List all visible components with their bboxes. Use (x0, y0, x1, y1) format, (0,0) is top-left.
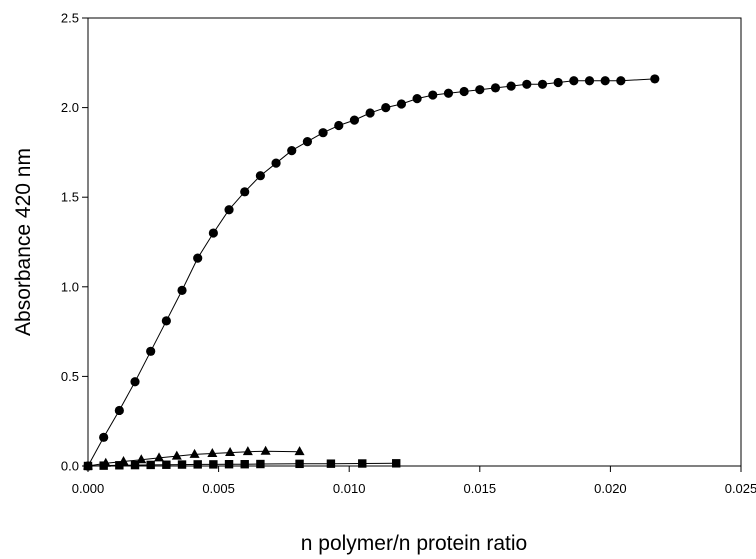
circle-point (208, 228, 218, 238)
triangle-point (171, 450, 182, 460)
circle-point (443, 88, 454, 98)
circle-point (365, 108, 375, 118)
square-point (130, 460, 140, 470)
circle-point (302, 137, 313, 147)
circle-point (428, 90, 438, 100)
triangle-point (207, 447, 218, 457)
circle-point (475, 85, 485, 95)
circle-point (318, 128, 328, 138)
x-axis-title: n polymer/n protein ratio (301, 532, 527, 555)
series-layer (83, 74, 660, 471)
x-tick-label: 0.025 (725, 481, 756, 496)
square-point (224, 460, 234, 469)
triangle-point (225, 447, 236, 457)
y-tick-label: 2.0 (61, 100, 79, 115)
circle-point (490, 83, 501, 93)
square-point (295, 459, 304, 469)
circle-point (130, 377, 140, 387)
x-tick-label: 0.020 (594, 481, 627, 496)
series-circles (83, 74, 660, 471)
square-point (358, 459, 367, 468)
y-tick-label: 1.5 (61, 190, 79, 205)
x-tick-label: 0.010 (333, 481, 366, 496)
square-point (209, 460, 218, 469)
square-point (146, 460, 155, 470)
y-axis-ticks: 0.0 0.5 1.0 1.5 2.0 2.5 (61, 11, 88, 474)
y-axis-title: Absorbance 420 nm (12, 148, 35, 336)
circle-point (224, 205, 234, 215)
triangle-point (242, 446, 253, 456)
square-point (392, 459, 401, 468)
circle-point (334, 120, 344, 131)
circle-point (553, 77, 563, 88)
triangle-point (294, 446, 305, 456)
triangle-point (154, 452, 165, 462)
x-tick-label: 0.015 (464, 481, 497, 496)
circle-point (650, 74, 660, 84)
circle-point (161, 316, 171, 326)
circle-point (193, 253, 203, 263)
circle-point (146, 346, 156, 356)
circle-point (616, 76, 626, 86)
x-tick-label: 0.000 (72, 481, 105, 496)
series-line (87, 78, 655, 467)
circle-point (99, 432, 109, 442)
y-tick-label: 0.0 (61, 459, 79, 474)
circle-point (271, 158, 281, 168)
y-tick-label: 1.0 (61, 279, 79, 294)
square-point (115, 461, 124, 470)
series-line (87, 462, 397, 467)
triangle-point (260, 445, 271, 455)
x-axis-ticks: 0.000 0.005 0.010 0.015 0.020 0.025 (72, 466, 756, 496)
circle-point (349, 115, 360, 125)
square-point (83, 461, 93, 471)
circle-point (459, 86, 469, 97)
circle-point (506, 81, 516, 91)
circle-point (569, 76, 579, 86)
square-point (256, 459, 265, 469)
circle-point (537, 79, 548, 89)
series-squares (83, 459, 401, 471)
square-point (177, 460, 187, 469)
circle-point (255, 171, 265, 181)
x-tick-label: 0.005 (202, 481, 235, 496)
triangle-point (189, 448, 200, 458)
plot-frame (87, 17, 742, 467)
square-point (193, 460, 202, 469)
circle-point (114, 405, 124, 416)
circle-point (240, 187, 250, 197)
circle-point (600, 76, 610, 86)
circle-point (522, 79, 532, 89)
square-point (240, 460, 249, 469)
circle-point (381, 103, 391, 113)
square-point (326, 459, 336, 468)
square-point (99, 461, 108, 470)
y-tick-label: 0.5 (61, 369, 79, 384)
circle-point (396, 99, 407, 109)
y-tick-label: 2.5 (61, 11, 79, 26)
circle-point (412, 94, 422, 104)
circle-point (177, 285, 187, 295)
square-point (162, 460, 171, 469)
circle-point (287, 146, 297, 156)
circle-point (584, 76, 595, 86)
